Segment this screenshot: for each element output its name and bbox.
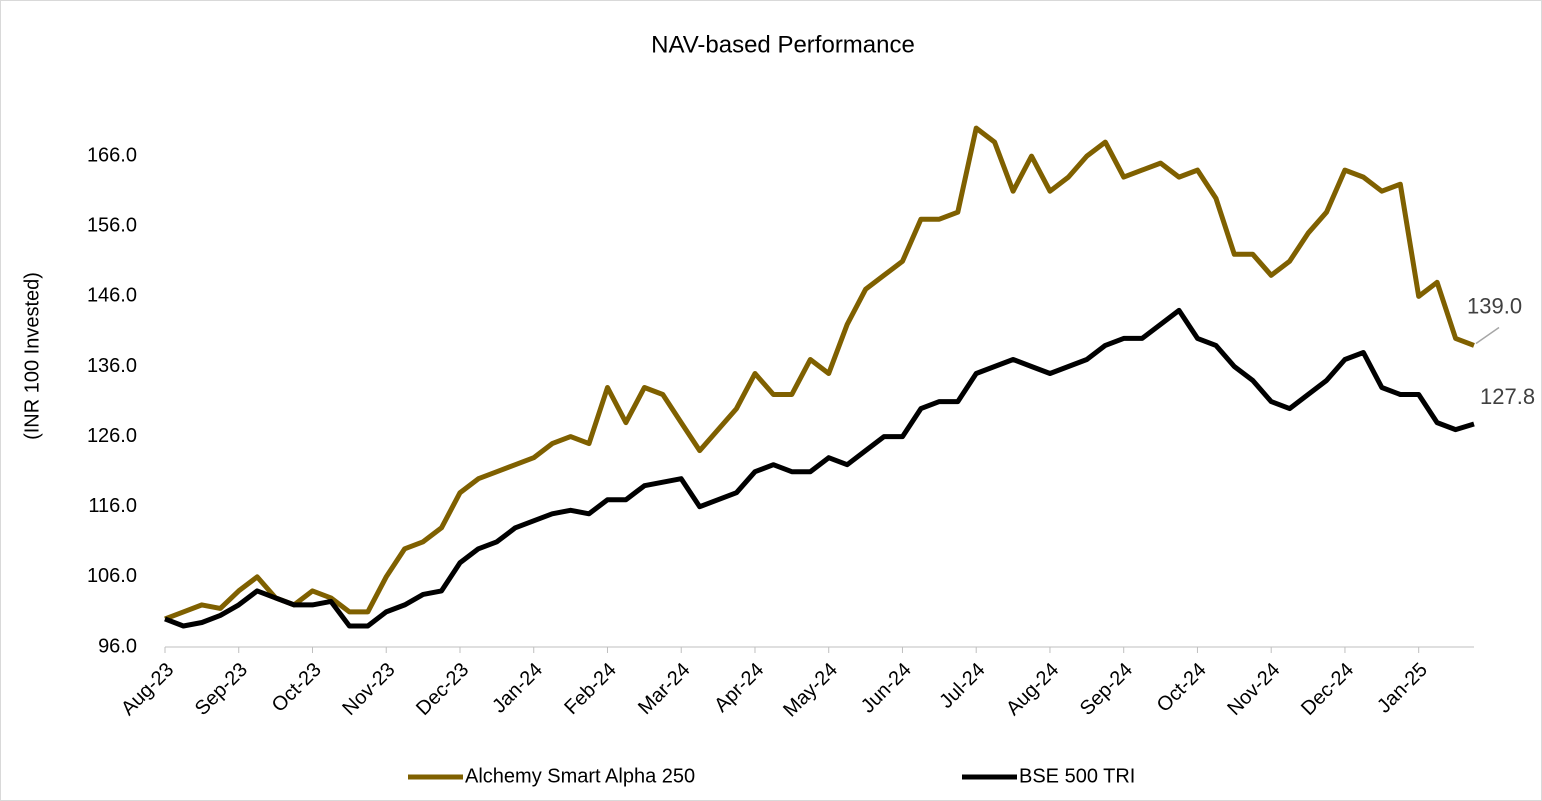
chart-title: NAV-based Performance xyxy=(651,31,915,58)
legend-label: Alchemy Smart Alpha 250 xyxy=(465,765,695,787)
y-tick-label: 166.0 xyxy=(87,144,137,166)
y-tick-label: 116.0 xyxy=(88,495,137,517)
y-tick-label: 136.0 xyxy=(87,355,137,377)
y-tick-label: 106.0 xyxy=(87,565,137,587)
value-label: 127.8 xyxy=(1480,384,1535,409)
series-line xyxy=(164,307,1475,629)
leader-line xyxy=(1475,326,1500,345)
y-tick-label: 146.0 xyxy=(87,285,137,307)
y-tick-label: 156.0 xyxy=(87,215,137,237)
value-label: 139.0 xyxy=(1467,293,1522,318)
y-tick-label: 126.0 xyxy=(87,425,137,447)
legend-label: BSE 500 TRI xyxy=(1019,765,1135,787)
series-line xyxy=(164,125,1475,622)
y-axis-label: (INR 100 Invested) xyxy=(21,272,43,440)
y-tick-label: 96.0 xyxy=(98,635,137,657)
